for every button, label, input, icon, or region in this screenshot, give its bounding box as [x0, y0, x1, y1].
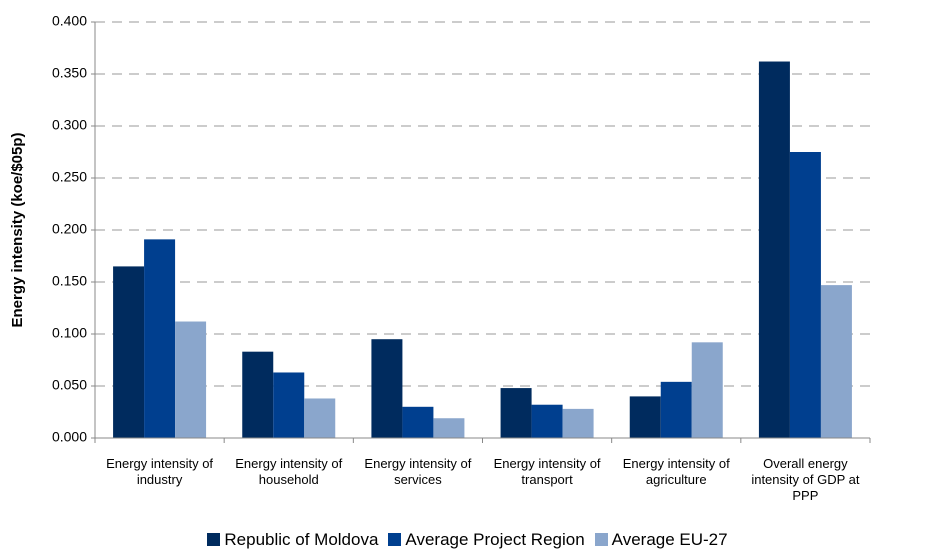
bar	[273, 372, 305, 438]
legend-item: Average Project Region	[388, 530, 585, 550]
bar	[789, 152, 821, 438]
bar	[175, 321, 207, 438]
legend-label: Republic of Moldova	[224, 530, 379, 549]
x-tick-label: Energy intensity of services	[364, 456, 472, 487]
bar	[820, 285, 852, 438]
bar	[371, 339, 403, 438]
legend-swatch	[207, 533, 221, 546]
bar	[660, 381, 692, 438]
bar	[562, 408, 594, 438]
legend-swatch	[388, 533, 402, 546]
legend-item: Republic of Moldova	[207, 530, 378, 550]
bar	[500, 388, 532, 438]
bar	[629, 396, 661, 438]
bar	[242, 351, 274, 438]
bar	[402, 406, 434, 438]
y-tick-label: 0.400	[52, 13, 87, 29]
x-tick-label: Energy intensity of agriculture	[622, 456, 730, 487]
y-tick-label: 0.150	[52, 273, 87, 289]
legend: Republic of Moldova Average Project Regio…	[0, 530, 935, 550]
bar	[144, 239, 176, 438]
y-axis-label: Energy intensity (koe/$05p)	[9, 132, 26, 327]
x-tick-label: Energy intensity of industry	[106, 456, 214, 487]
bar	[758, 61, 790, 439]
bar	[304, 398, 336, 438]
y-tick-label: 0.000	[52, 429, 87, 445]
y-tick-label: 0.300	[52, 117, 87, 133]
x-tick-label: Overall energy intensity of GDP at PPP	[751, 456, 860, 503]
bar	[531, 404, 563, 438]
x-tick-label: Energy intensity of transport	[493, 456, 601, 487]
bar	[433, 418, 465, 438]
y-tick-label: 0.100	[52, 325, 87, 341]
bar	[691, 342, 723, 438]
legend-swatch	[594, 533, 608, 546]
bar	[113, 266, 145, 438]
y-tick-label: 0.350	[52, 65, 87, 81]
legend-item: Average EU-27	[594, 530, 728, 550]
legend-label: Average Project Region	[405, 530, 585, 549]
y-tick-label: 0.250	[52, 169, 87, 185]
x-tick-label: Energy intensity of household	[235, 456, 343, 487]
legend-label: Average EU-27	[611, 530, 728, 549]
y-tick-label: 0.050	[52, 377, 87, 393]
y-tick-label: 0.200	[52, 221, 87, 237]
